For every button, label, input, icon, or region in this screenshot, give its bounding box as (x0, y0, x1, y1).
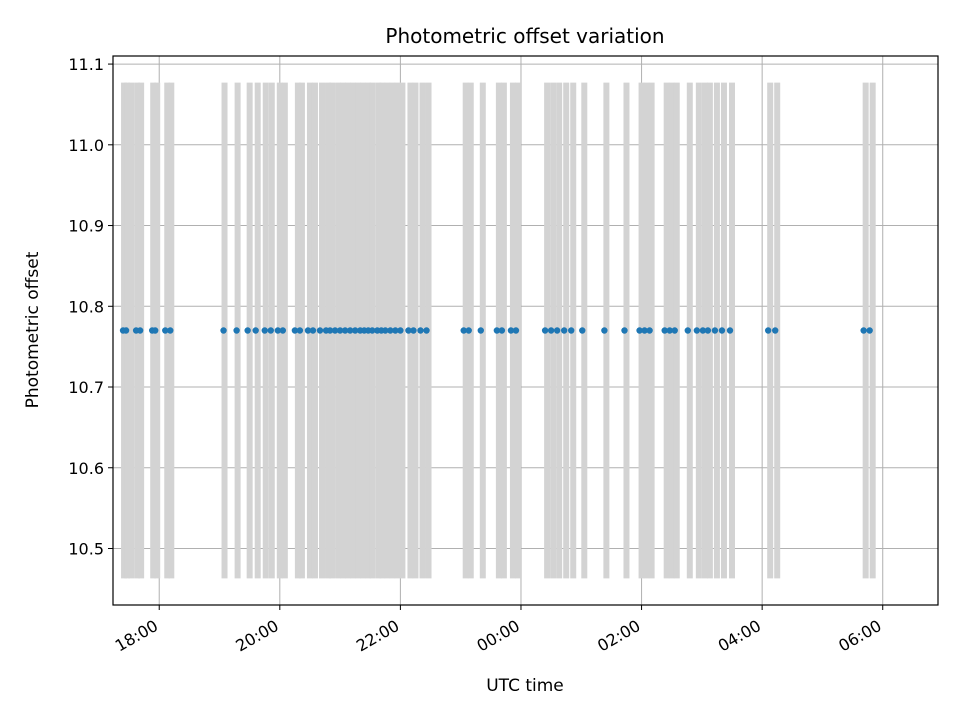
data-point (382, 327, 389, 334)
data-point (866, 327, 873, 334)
data-point (860, 327, 867, 334)
data-point (369, 327, 376, 334)
data-point (326, 327, 334, 334)
data-point (351, 327, 359, 334)
data-point (553, 327, 561, 334)
data-point (392, 327, 399, 334)
data-point (693, 327, 701, 334)
data-point (316, 327, 324, 334)
data-point (646, 327, 653, 334)
data-point (152, 327, 159, 334)
data-point (296, 327, 304, 334)
plot-area-frame (112, 55, 939, 606)
data-point (279, 327, 287, 334)
data-point (493, 327, 501, 334)
data-point (122, 327, 130, 334)
data-point (220, 327, 227, 334)
data-point (541, 327, 549, 334)
data-point (261, 327, 268, 334)
chart-title: Photometric offset variation (385, 24, 664, 48)
data-points (119, 327, 873, 334)
data-point (772, 327, 779, 334)
data-point (465, 327, 472, 334)
data-point (460, 327, 467, 334)
y-tick-label: 10.8 (68, 297, 104, 316)
data-point (621, 327, 628, 334)
data-point (162, 327, 169, 334)
data-point (341, 327, 349, 334)
y-tick-label: 11.0 (68, 136, 104, 155)
data-point (397, 327, 404, 334)
data-point (704, 327, 712, 334)
data-point (309, 327, 317, 334)
data-point (252, 327, 259, 334)
data-point (498, 327, 506, 334)
data-point (410, 327, 417, 334)
data-point (267, 327, 274, 334)
data-point (726, 327, 734, 334)
data-point (331, 327, 339, 334)
data-point (547, 327, 555, 334)
data-point (601, 327, 608, 334)
data-point (304, 327, 312, 334)
y-axis-ticks: 10.5 10.6 10.7 10.8 10.9 11.0 11.1 (68, 55, 113, 558)
data-point (560, 327, 568, 334)
data-point (711, 327, 719, 334)
data-point (718, 327, 726, 334)
data-point (512, 327, 520, 334)
data-point (636, 327, 643, 334)
data-point (684, 327, 691, 334)
y-tick-label: 10.7 (68, 378, 104, 397)
data-point (405, 327, 412, 334)
data-point (477, 327, 484, 334)
data-point (387, 327, 394, 334)
data-point (136, 327, 144, 334)
y-tick-label: 11.1 (68, 55, 104, 74)
x-axis-label: UTC time (486, 676, 564, 696)
data-point (233, 327, 240, 334)
data-point (291, 327, 299, 334)
data-point (336, 327, 344, 334)
data-point (666, 327, 673, 334)
data-point (568, 327, 575, 334)
y-tick-label: 10.9 (68, 217, 104, 236)
data-point (699, 327, 707, 334)
y-tick-label: 10.5 (68, 539, 104, 558)
data-point (423, 327, 430, 334)
data-point (167, 327, 174, 334)
y-tick-label: 10.6 (68, 459, 104, 478)
data-point (661, 327, 668, 334)
data-point (641, 327, 648, 334)
data-point (579, 327, 586, 334)
data-point (671, 327, 678, 334)
data-point (507, 327, 515, 334)
y-axis-label: Photometric offset (23, 251, 43, 408)
data-point (417, 327, 424, 334)
data-point (274, 327, 281, 334)
data-point (764, 327, 772, 334)
data-point (346, 327, 354, 334)
data-point (244, 327, 251, 334)
